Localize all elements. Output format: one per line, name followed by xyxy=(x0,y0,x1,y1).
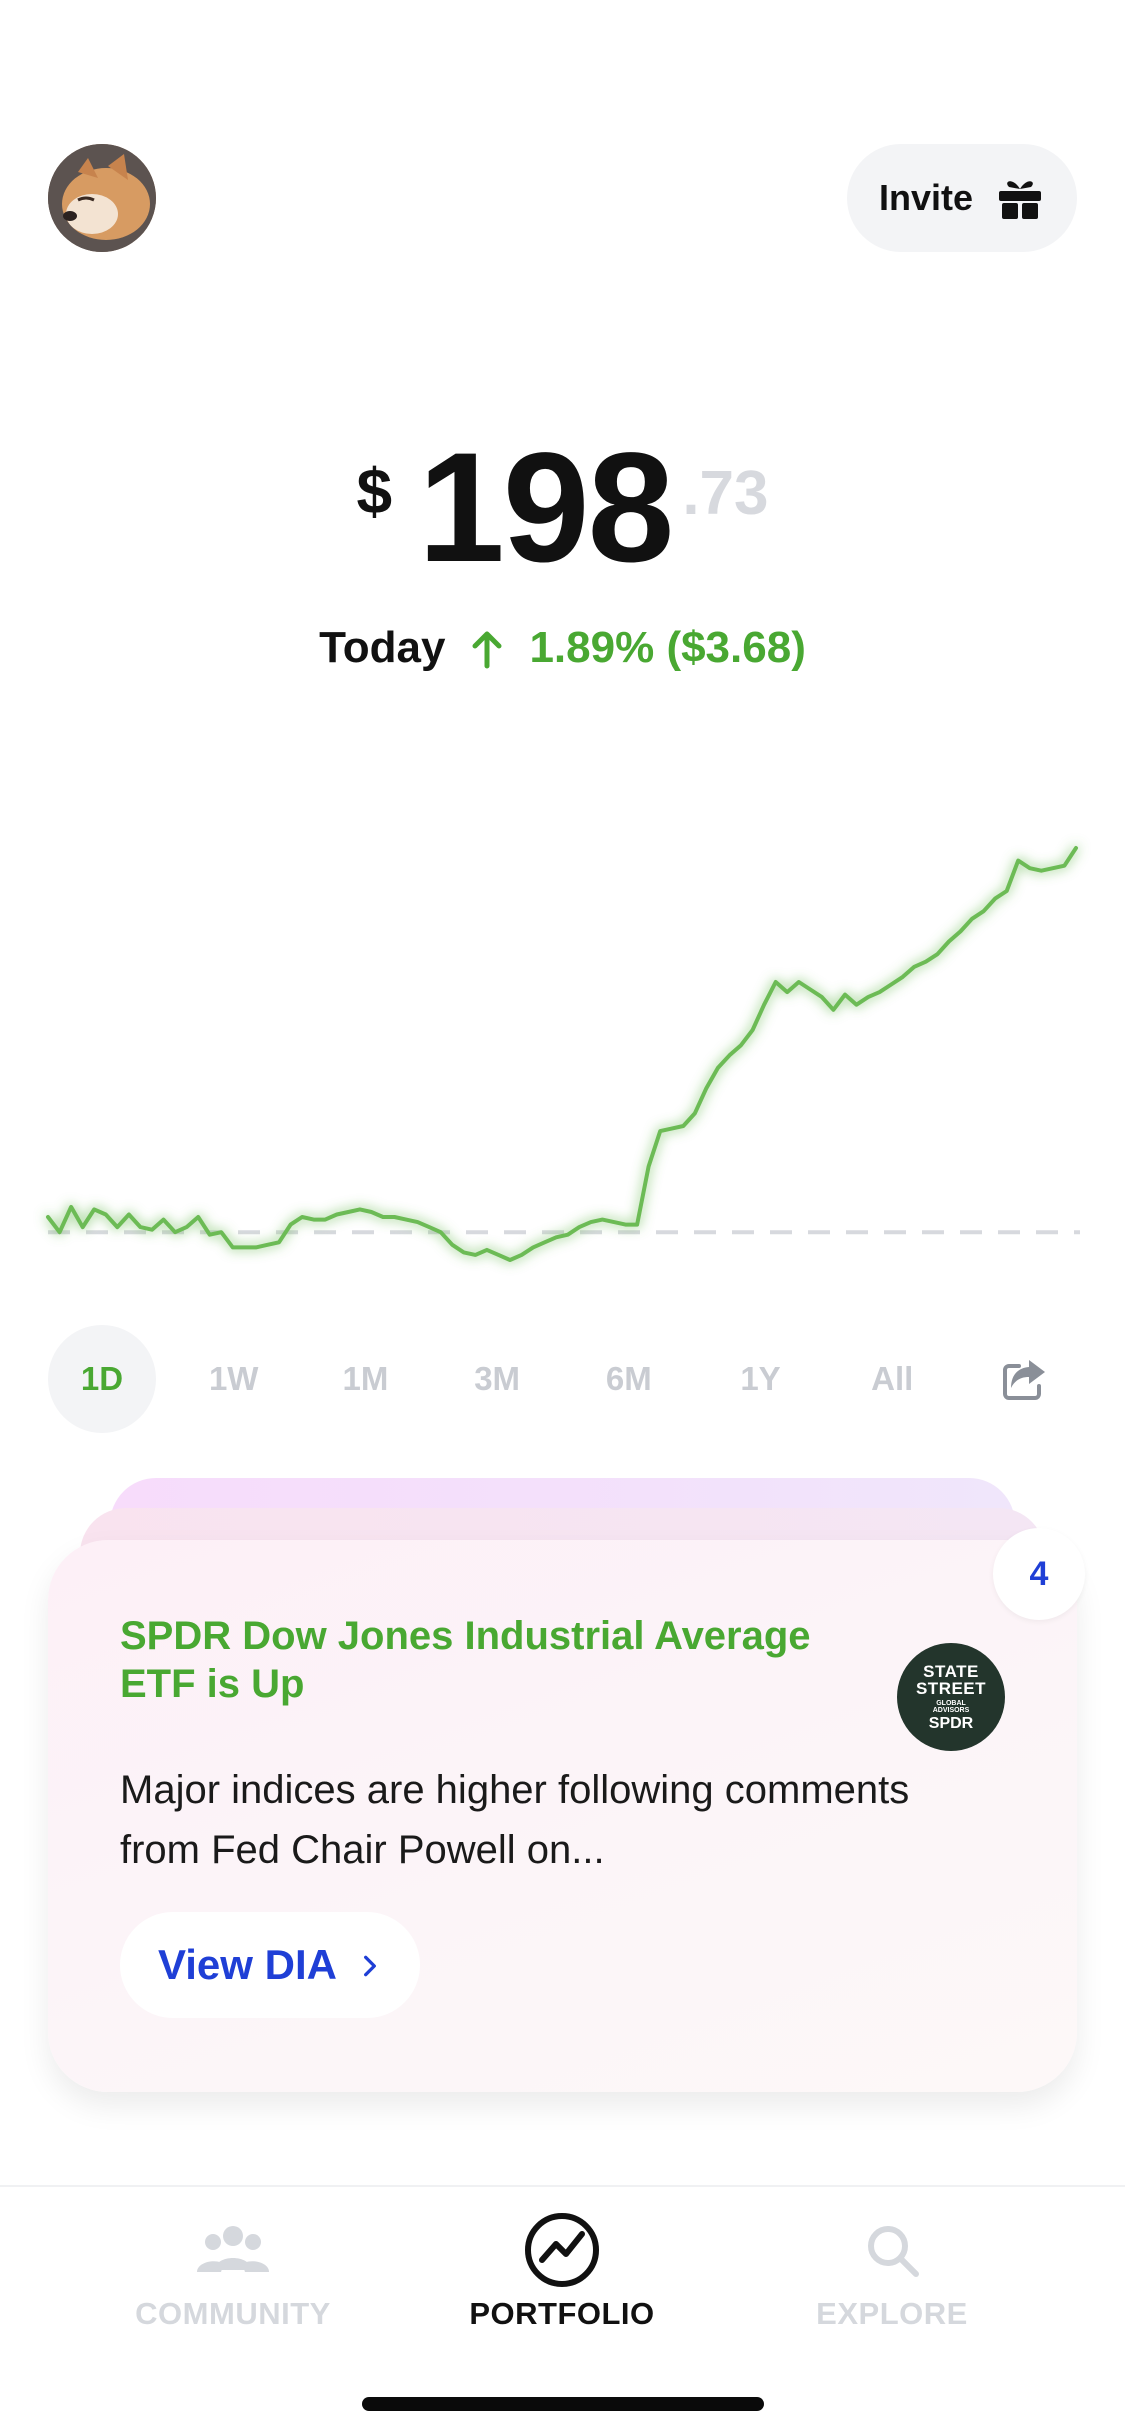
invite-button[interactable]: Invite xyxy=(847,144,1077,252)
balance-whole: 198 xyxy=(418,421,674,595)
card-count-badge: 4 xyxy=(993,1528,1085,1620)
tab-portfolio-label: PORTFOLIO xyxy=(469,2296,655,2331)
tab-community[interactable]: COMMUNITY xyxy=(103,2210,363,2340)
range-tab-1w[interactable]: 1W xyxy=(208,1360,259,1397)
gift-icon xyxy=(995,173,1045,223)
range-tab-all[interactable]: All xyxy=(871,1360,914,1397)
tab-community-label: COMMUNITY xyxy=(135,2296,331,2331)
chevron-right-icon xyxy=(357,1941,383,1989)
price-line xyxy=(46,846,1078,1262)
chart-svg xyxy=(46,846,1080,1262)
range-tab-1y[interactable]: 1Y xyxy=(740,1360,781,1397)
profile-avatar[interactable] xyxy=(48,144,156,252)
bottom-tab-bar xyxy=(0,2185,1125,2436)
balance-cents: .73 xyxy=(682,459,769,528)
view-dia-label: View DIA xyxy=(158,1941,337,1988)
currency-symbol: $ xyxy=(356,455,393,527)
news-card[interactable]: SPDR Dow Jones Industrial Average ETF is… xyxy=(48,1540,1077,2092)
range-tab-1d[interactable]: 1D xyxy=(48,1325,156,1433)
range-tab-6m[interactable]: 6M xyxy=(605,1360,652,1397)
portfolio-balance: $ 198 .73 xyxy=(0,420,1125,586)
news-card-title: SPDR Dow Jones Industrial Average ETF is… xyxy=(120,1614,811,1706)
portfolio-chart-icon xyxy=(522,2210,602,2290)
daily-change-row: Today 1.89% ($3.68) xyxy=(0,618,1125,678)
people-icon xyxy=(193,2210,273,2290)
search-icon xyxy=(852,2210,932,2290)
change-value: 1.89% ($3.68) xyxy=(529,623,806,672)
arrow-up-icon xyxy=(465,626,509,670)
time-range-selector: 1D 1W 1M 3M 6M 1Y All xyxy=(48,1325,1078,1433)
tab-explore-label: EXPLORE xyxy=(816,2296,968,2331)
share-icon[interactable] xyxy=(970,1325,1078,1433)
home-indicator xyxy=(362,2397,764,2411)
view-dia-button[interactable]: View DIA xyxy=(120,1912,420,2018)
tab-portfolio[interactable]: PORTFOLIO xyxy=(432,2210,692,2340)
tab-explore[interactable]: EXPLORE xyxy=(762,2210,1022,2340)
spdr-logo: STATE STREET GLOBAL ADVISORS SPDR xyxy=(897,1643,1005,1751)
dog-avatar-image xyxy=(48,144,156,252)
range-tab-1m[interactable]: 1M xyxy=(342,1360,389,1397)
period-label: Today xyxy=(319,623,446,672)
range-tab-3m[interactable]: 3M xyxy=(474,1360,521,1397)
header: Invite xyxy=(0,0,1125,300)
invite-label: Invite xyxy=(879,177,974,218)
portfolio-chart[interactable] xyxy=(0,820,1125,1290)
news-card-body: Major indices are higher following comme… xyxy=(120,1768,910,1872)
